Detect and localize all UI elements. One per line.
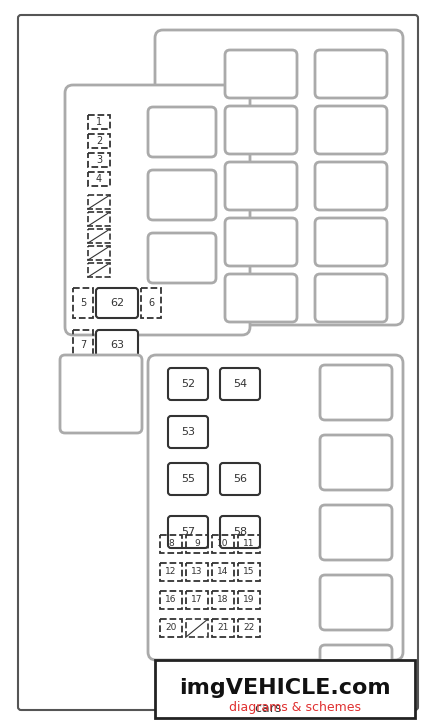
FancyBboxPatch shape (148, 107, 216, 157)
Text: 11: 11 (243, 539, 255, 549)
FancyBboxPatch shape (60, 355, 142, 433)
Text: cars: cars (255, 701, 285, 714)
Text: 58: 58 (233, 527, 247, 537)
Bar (88, 172, 110, 186)
FancyBboxPatch shape (320, 505, 392, 560)
Text: diagrams & schemes: diagrams & schemes (229, 701, 361, 714)
Text: 52: 52 (181, 379, 195, 389)
Bar (155, 660, 415, 718)
Bar (238, 535, 260, 553)
Text: 14: 14 (217, 568, 229, 576)
FancyBboxPatch shape (320, 435, 392, 490)
Bar (88, 115, 110, 129)
Text: 57: 57 (181, 527, 195, 537)
Bar (160, 563, 182, 581)
FancyBboxPatch shape (148, 233, 216, 283)
Text: 62: 62 (110, 298, 124, 308)
FancyBboxPatch shape (315, 274, 387, 322)
Bar (88, 153, 110, 167)
FancyBboxPatch shape (18, 15, 418, 710)
FancyBboxPatch shape (315, 50, 387, 98)
Bar (238, 563, 260, 581)
Bar (88, 229, 110, 243)
Text: 54: 54 (233, 379, 247, 389)
Text: 8: 8 (168, 539, 174, 549)
Bar (186, 591, 208, 609)
Text: 19: 19 (243, 595, 255, 605)
Text: 20: 20 (165, 624, 177, 632)
FancyBboxPatch shape (148, 355, 403, 660)
Text: 63: 63 (110, 340, 124, 350)
Text: 3: 3 (96, 155, 102, 165)
Bar (160, 535, 182, 553)
Text: 56: 56 (233, 474, 247, 484)
Bar (73, 288, 93, 318)
Text: 4: 4 (96, 174, 102, 184)
Bar (212, 535, 234, 553)
Text: 22: 22 (243, 624, 255, 632)
FancyBboxPatch shape (225, 50, 297, 98)
Text: 7: 7 (80, 340, 86, 350)
FancyBboxPatch shape (315, 162, 387, 210)
FancyBboxPatch shape (225, 274, 297, 322)
Bar (88, 134, 110, 148)
Text: 18: 18 (217, 595, 229, 605)
Text: 6: 6 (148, 298, 154, 308)
Text: 17: 17 (191, 595, 203, 605)
Bar (186, 619, 208, 637)
Text: 12: 12 (165, 568, 177, 576)
Bar (88, 212, 110, 226)
FancyBboxPatch shape (168, 416, 208, 448)
FancyBboxPatch shape (220, 368, 260, 400)
FancyBboxPatch shape (168, 516, 208, 548)
Bar (238, 619, 260, 637)
Text: 1: 1 (96, 117, 102, 127)
FancyBboxPatch shape (315, 106, 387, 154)
Text: 21: 21 (217, 624, 229, 632)
FancyBboxPatch shape (315, 218, 387, 266)
Bar (88, 263, 110, 277)
Text: 15: 15 (243, 568, 255, 576)
FancyBboxPatch shape (96, 288, 138, 318)
Bar (73, 330, 93, 360)
Bar (212, 591, 234, 609)
Text: 2: 2 (96, 136, 102, 146)
FancyBboxPatch shape (225, 162, 297, 210)
Text: 10: 10 (217, 539, 229, 549)
FancyBboxPatch shape (220, 463, 260, 495)
FancyBboxPatch shape (148, 170, 216, 220)
FancyBboxPatch shape (65, 85, 250, 335)
FancyBboxPatch shape (225, 218, 297, 266)
Bar (88, 195, 110, 209)
FancyBboxPatch shape (168, 463, 208, 495)
FancyBboxPatch shape (320, 575, 392, 630)
FancyBboxPatch shape (320, 365, 392, 420)
Bar (160, 591, 182, 609)
Text: 16: 16 (165, 595, 177, 605)
Bar (238, 591, 260, 609)
FancyBboxPatch shape (155, 30, 403, 325)
Bar (88, 246, 110, 260)
Text: 9: 9 (194, 539, 200, 549)
FancyBboxPatch shape (96, 330, 138, 360)
FancyBboxPatch shape (320, 645, 392, 700)
Bar (160, 619, 182, 637)
Bar (186, 563, 208, 581)
Bar (212, 619, 234, 637)
Text: imgVEHICLE.com: imgVEHICLE.com (179, 678, 391, 698)
Text: 55: 55 (181, 474, 195, 484)
FancyBboxPatch shape (225, 106, 297, 154)
Text: 5: 5 (80, 298, 86, 308)
Text: 13: 13 (191, 568, 203, 576)
FancyBboxPatch shape (168, 368, 208, 400)
Bar (141, 288, 161, 318)
Bar (186, 535, 208, 553)
Bar (212, 563, 234, 581)
Text: 53: 53 (181, 427, 195, 437)
FancyBboxPatch shape (220, 516, 260, 548)
